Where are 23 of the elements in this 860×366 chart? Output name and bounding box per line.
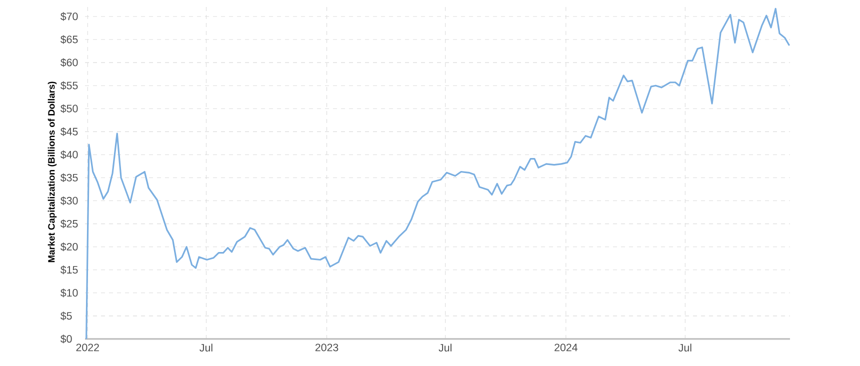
y-tick-label: $35 — [60, 173, 78, 182]
y-tick-label: $55 — [60, 81, 78, 90]
x-tick-label: 2023 — [315, 344, 338, 352]
y-tick-label: $5 — [60, 312, 72, 320]
x-tick-label: Jul — [200, 344, 212, 352]
x-tick-label: Jul — [438, 344, 452, 352]
line-series — [86, 8, 790, 340]
y-tick-label: $45 — [60, 127, 78, 136]
y-tick-label: $30 — [60, 196, 78, 206]
y-tick-label: $0 — [60, 334, 72, 344]
y-axis-title: Market Capitalization (Billions of Dollars) — [48, 82, 57, 262]
y-tick-label: $10 — [60, 288, 78, 298]
y-tick-label: $25 — [60, 219, 78, 228]
x-tick-label: Jul — [678, 344, 692, 352]
y-tick-label: $40 — [60, 150, 78, 160]
x-tick-label: 2022 — [76, 344, 99, 352]
y-tick-label: $15 — [60, 266, 78, 274]
y-tick-label: $60 — [60, 58, 78, 67]
y-tick-label: $20 — [60, 242, 78, 252]
x-tick-label: 2024 — [554, 344, 578, 352]
y-tick-label: $70 — [60, 12, 78, 21]
y-tick-label: $65 — [60, 35, 78, 44]
y-tick-label: $50 — [60, 104, 78, 113]
